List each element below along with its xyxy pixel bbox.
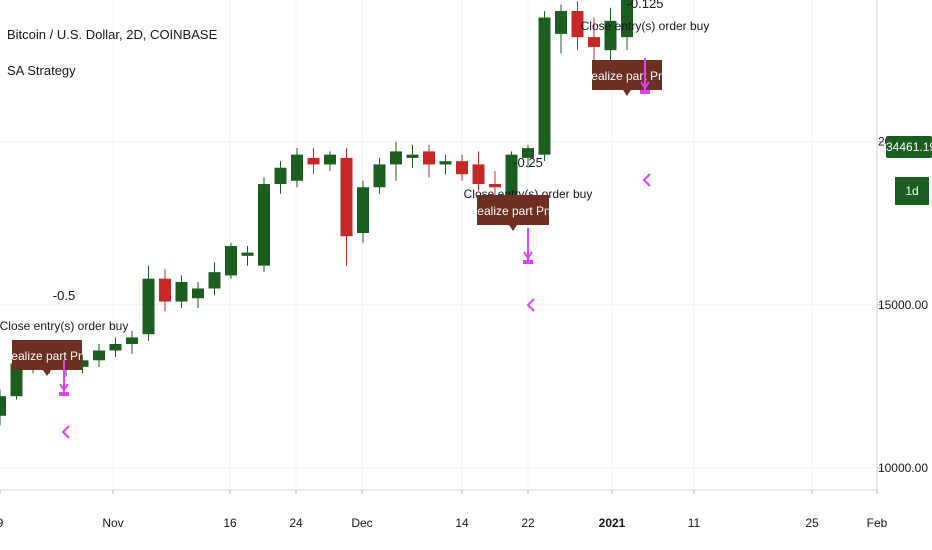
candle-body [604,20,617,51]
x-tick-label: 22 [521,516,535,530]
candle-body [357,187,369,233]
indicator-name[interactable]: SA Strategy [7,63,76,78]
entry-chevron-icon [526,298,535,312]
candle-body [621,0,633,38]
candle-body [192,288,204,299]
candle-body [93,350,105,361]
arrow-head-icon [59,383,69,392]
order-level-marker [640,90,650,94]
x-tick-label: Nov [102,516,123,530]
candle-body [208,272,221,289]
order-level-marker [523,260,533,264]
candle-body [142,278,155,335]
x-tick-label: Dec [351,516,372,530]
x-tick-label: 11 [688,516,701,530]
x-tick-label: 24 [289,516,303,530]
candle-body [472,164,485,185]
x-tick-label: 2021 [599,516,626,530]
candle-body [175,281,188,302]
realize-pnl-label: Realize part PnL [3,349,92,363]
candle-body [406,154,419,158]
candle-body [439,161,452,165]
candle-body [258,184,270,266]
candle-body [159,278,171,302]
y-tick-label: 15000.00 [878,298,928,312]
candle-body [489,184,501,188]
y-tick-label: 10000.00 [878,461,928,475]
candle-body [126,337,138,344]
last-price-tag: 34461.19 [886,136,932,158]
candle-body [225,246,237,276]
realize-pnl-label: Realize part PnL [583,69,672,83]
candle-body [324,154,336,165]
candle-body [505,154,518,201]
order-qty-label: -0.5 [53,288,75,303]
order-qty-label: -0.125 [627,0,664,11]
arrow-head-icon [523,251,533,260]
x-tick-label: 14 [455,516,469,530]
countdown-tag: 1d 11h [894,176,930,226]
candle-body [76,360,89,367]
candle-body [456,161,468,175]
candle-body [423,151,435,165]
candle-body [274,167,287,185]
candle-body [340,157,353,237]
symbol-title: Bitcoin / U.S. Dollar, 2D, COINBASE [7,27,218,42]
candle-body [307,157,320,165]
order-level-marker [59,392,69,396]
candle-body [571,11,584,38]
candle-body [291,154,303,181]
realize-pnl-badge [477,195,549,231]
realize-pnl-label: Realize part PnL [469,204,558,218]
candle-body [538,17,551,155]
candle-body [555,11,567,34]
order-comment-label: Close entry(s) order buy [0,319,128,333]
candle-body [373,164,386,188]
order-qty-label: -0.25 [513,155,543,170]
arrow-head-icon [640,81,650,90]
candle-body [0,396,6,416]
order-comment-label: Close entry(s) order buy [581,19,710,33]
candle-body [390,151,402,165]
entry-chevron-icon [61,425,70,439]
candle-body [10,363,23,397]
candle-body [588,37,600,47]
candle-body [109,343,122,351]
entry-chevron-icon [642,173,651,187]
candle-body [241,252,254,256]
x-tick-label: 25 [805,516,819,530]
x-tick-label: 9 [0,516,4,530]
candle-body [522,148,534,158]
x-tick-label: Feb [867,516,888,530]
x-tick-label: 16 [223,516,237,530]
